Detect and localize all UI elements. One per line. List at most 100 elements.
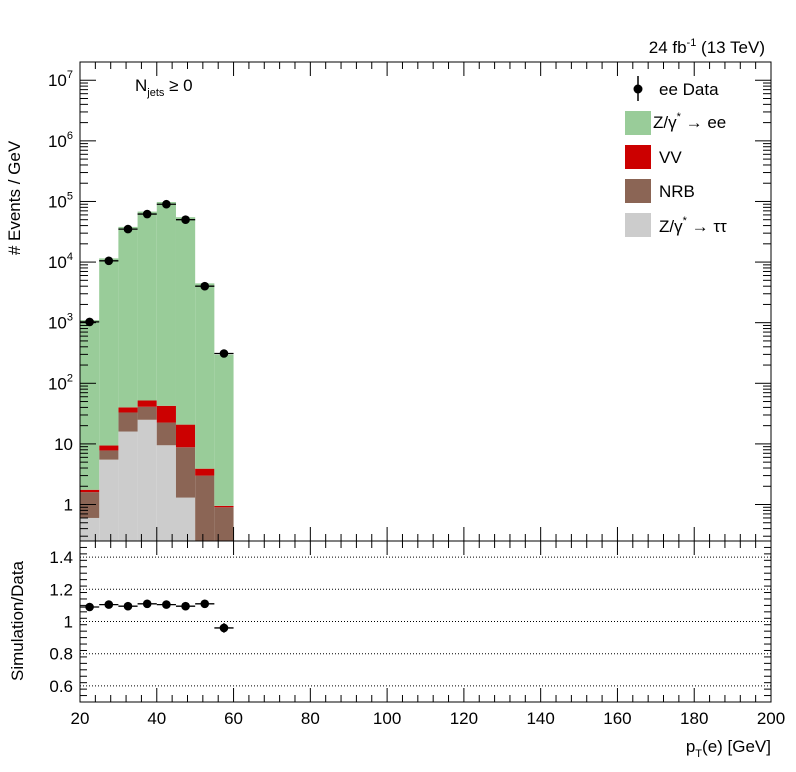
- ratio-ytick-label-3: 1.2: [49, 580, 73, 599]
- ratio-y-axis-title: Simulation/Data: [8, 560, 27, 681]
- legend-label-nrb: NRB: [659, 182, 695, 201]
- data-markers: [80, 199, 234, 358]
- legend-entry-data: ee Data: [633, 76, 719, 101]
- ratio-panel: 0.6 0.8 1 1.2 1.4 20 40 60 80 100 120 140 160 180 200…: [8, 540, 785, 760]
- bar-vv-5: [175, 424, 196, 448]
- bar-zee-7: [214, 354, 234, 506]
- lumi-label: 24 fb-1 (13 TeV): [649, 37, 765, 57]
- bar-zee-6: [195, 283, 215, 469]
- ratio-point-5: [181, 601, 190, 611]
- bar-vv-7: [214, 505, 234, 508]
- bar-zee-3: [137, 211, 157, 401]
- bar-nrb-7: [214, 507, 234, 541]
- legend-label-vv: VV: [659, 148, 682, 167]
- legend-swatch-nrb: [625, 179, 651, 203]
- main-ytick-label-4: 104: [48, 251, 73, 272]
- main-ytick-label-2: 102: [48, 372, 73, 393]
- bar-zee-1: [99, 258, 119, 446]
- ratio-plot-frame: [79, 540, 772, 703]
- bar-ztautau-0: [80, 517, 100, 541]
- ratio-point-3: [142, 599, 152, 609]
- selection-label: Njets ≥ 0: [135, 76, 193, 99]
- legend-entry-zee: Z/γ* → ee: [625, 111, 726, 135]
- main-ytick-label-0: 1: [64, 496, 73, 515]
- ratio-ytick-label-0: 0.6: [49, 677, 73, 696]
- main-panel: 1 10 102 103 104 105 106 107 24 fb-1 (13 TeV) N…: [5, 37, 772, 542]
- data-point-0: [85, 317, 94, 327]
- main-ytick-label-5: 105: [48, 190, 73, 211]
- ratio-markers: [80, 599, 234, 633]
- bar-zee-0: [80, 320, 100, 490]
- x-axis-title: pT(e) [GeV]: [686, 737, 771, 760]
- legend-swatch-ztautau: [625, 213, 651, 237]
- ratio-point-4: [162, 600, 171, 609]
- data-point-1: [104, 256, 114, 266]
- legend-label-data: ee Data: [659, 80, 719, 99]
- bar-ztautau-3: [137, 419, 157, 541]
- legend-label-zee: Z/γ* → ee: [653, 111, 726, 132]
- xtick-label-4: 100: [373, 709, 401, 728]
- bar-vv-2: [118, 407, 138, 413]
- legend-entry-ztautau: Z/γ* → ττ: [625, 213, 727, 237]
- main-ytick-label-3: 103: [48, 312, 73, 333]
- data-point-6: [200, 281, 210, 291]
- xtick-label-8: 180: [680, 709, 708, 728]
- xtick-label-7: 160: [603, 709, 631, 728]
- legend: ee Data Z/γ* → ee VV NRB Z/γ* → ττ: [625, 76, 727, 237]
- xtick-label-9: 200: [757, 709, 785, 728]
- main-y-axis-title: # Events / GeV: [5, 140, 24, 255]
- ratio-point-0: [85, 602, 94, 612]
- legend-entry-vv: VV: [625, 145, 682, 169]
- xtick-label-6: 140: [526, 709, 554, 728]
- xtick-label-2: 60: [224, 709, 243, 728]
- bar-nrb-6: [195, 475, 215, 541]
- bar-vv-0: [80, 489, 100, 493]
- bar-nrb-5: [175, 447, 196, 498]
- data-point-5: [181, 215, 190, 225]
- xtick-label-0: 20: [71, 709, 90, 728]
- bar-nrb-3: [137, 406, 157, 420]
- ratio-ytick-label-1: 0.8: [49, 645, 73, 664]
- ratio-point-6: [200, 599, 210, 609]
- ratio-y-ticks: 0.6 0.8 1 1.2 1.4: [49, 540, 771, 703]
- bar-nrb-1: [99, 450, 119, 460]
- ratio-ytick-label-4: 1.4: [49, 548, 73, 567]
- bar-zee-5: [175, 217, 196, 425]
- ratio-x-ticks: 20 40 60 80 100 120 140 160 180 200: [71, 541, 785, 728]
- legend-swatch-zee: [625, 111, 651, 135]
- bar-vv-4: [156, 405, 176, 423]
- legend-entry-nrb: NRB: [625, 179, 695, 203]
- main-ytick-label-6: 106: [48, 130, 73, 151]
- legend-swatch-vv: [625, 145, 651, 169]
- data-point-2: [123, 224, 133, 234]
- bar-ztautau-4: [156, 445, 176, 541]
- main-ytick-label-7: 107: [48, 69, 73, 90]
- bar-ztautau-1: [99, 459, 119, 541]
- bar-nrb-0: [80, 492, 100, 518]
- legend-data-marker: [633, 84, 643, 94]
- xtick-label-5: 120: [450, 709, 478, 728]
- data-point-7: [219, 349, 229, 358]
- xtick-label-3: 80: [301, 709, 320, 728]
- bar-vv-3: [137, 400, 157, 407]
- data-point-3: [142, 209, 152, 219]
- main-ytick-label-1: 10: [54, 435, 73, 454]
- ratio-point-2: [123, 601, 133, 611]
- ratio-point-7: [219, 623, 229, 633]
- bar-vv-6: [195, 468, 215, 476]
- bar-zee-2: [118, 226, 138, 408]
- stack-bars: [80, 201, 234, 541]
- bar-ztautau-5: [175, 497, 196, 541]
- ratio-point-1: [104, 600, 114, 609]
- bar-zee-4: [156, 201, 176, 406]
- main-x-ticks: [79, 62, 772, 541]
- bar-ztautau-2: [118, 431, 138, 541]
- xtick-label-1: 40: [147, 709, 166, 728]
- bar-vv-1: [99, 445, 119, 451]
- ratio-ytick-label-2: 1: [64, 613, 73, 632]
- ratio-gridlines: [80, 556, 771, 687]
- main-y-ticks: 1 10 102 103 104 105 106 107: [48, 61, 771, 537]
- bar-nrb-2: [118, 412, 138, 432]
- legend-label-ztautau: Z/γ* → ττ: [659, 215, 727, 236]
